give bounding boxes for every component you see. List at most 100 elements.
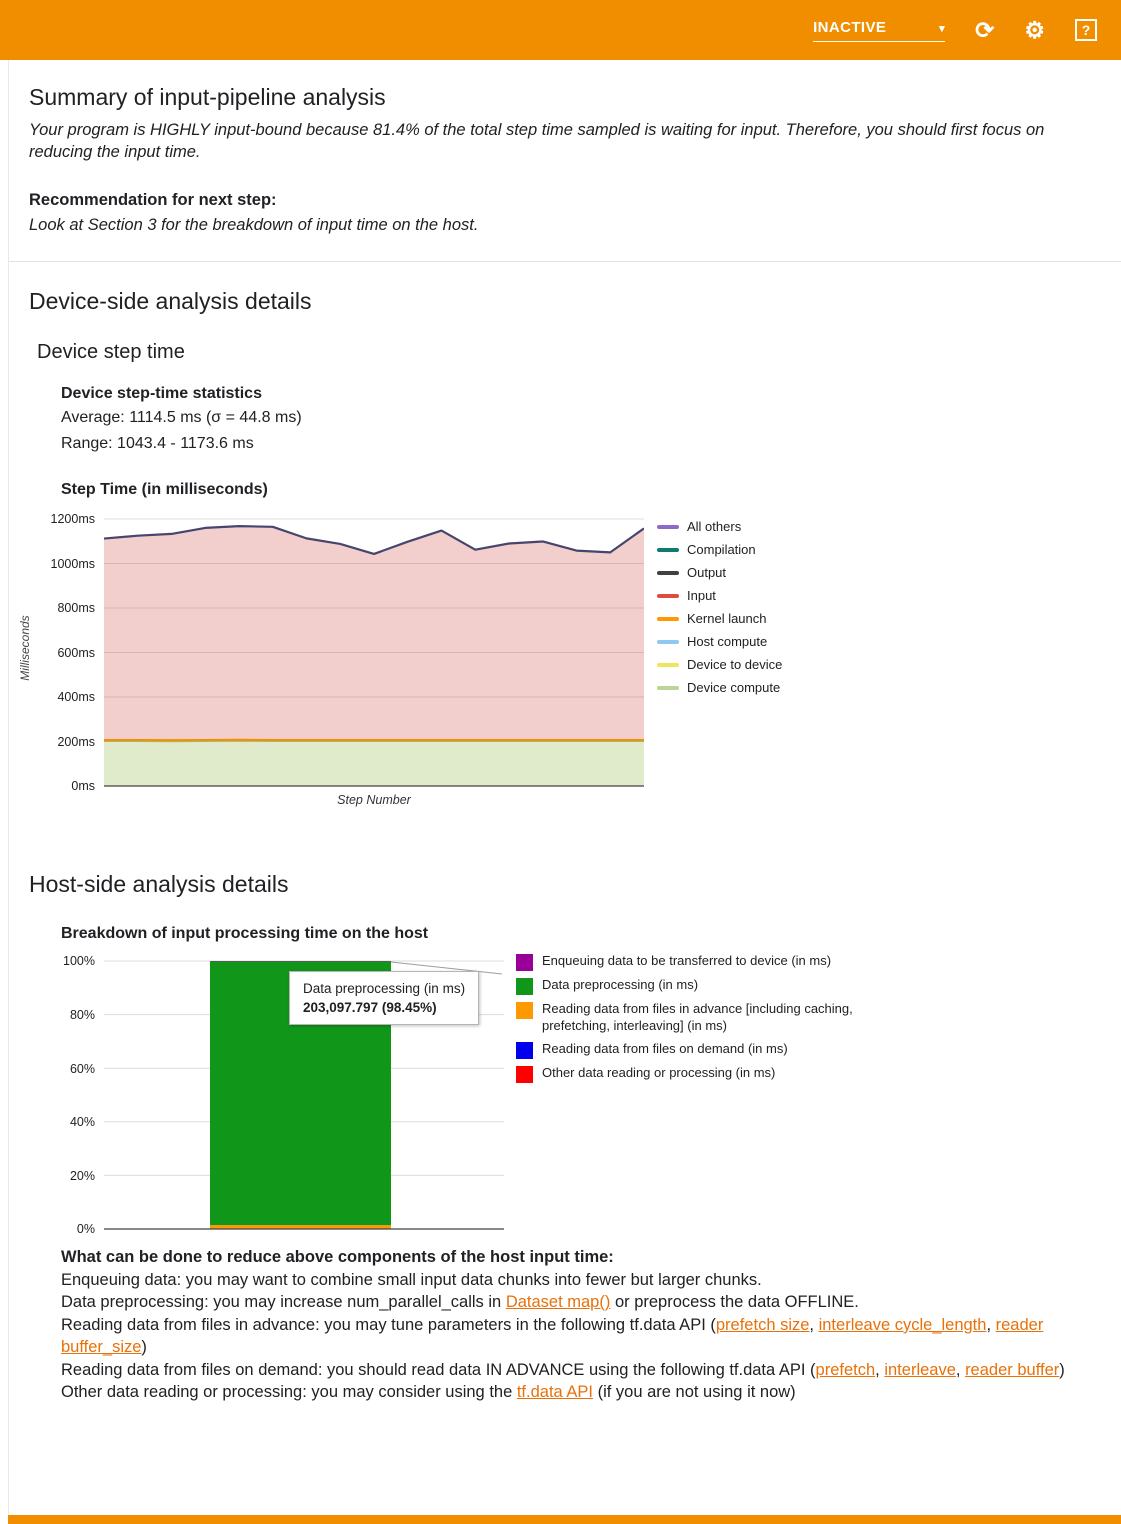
y-tick-label: 1000ms (39, 556, 95, 572)
legend-swatch (516, 1066, 533, 1083)
x-axis-title: Step Number (104, 793, 644, 807)
legend-label: Host compute (687, 634, 767, 649)
step-time-chart-heading: Step Time (in milliseconds) (61, 481, 1101, 499)
step-time-area-plot (104, 517, 644, 790)
legend-label: Device to device (687, 657, 782, 672)
legend-label: Kernel launch (687, 611, 767, 626)
doc-link[interactable]: prefetch (816, 1361, 876, 1379)
y-tick-label: 40% (61, 1114, 95, 1130)
device-step-time-title: Device step time (37, 341, 1101, 364)
advice-line: Data preprocessing: you may increase num… (61, 1291, 1076, 1313)
app-header: INACTIVE ▾ ⟳ ⚙ ? (0, 0, 1121, 60)
legend-label: Reading data from files in advance [incl… (542, 1001, 861, 1035)
device-side-title: Device-side analysis details (29, 288, 1101, 315)
legend-label: Other data reading or processing (in ms) (542, 1065, 775, 1082)
y-tick-label: 600ms (39, 645, 95, 661)
legend-label: Reading data from files on demand (in ms… (542, 1041, 788, 1058)
advice-line: Enqueuing data: you may want to combine … (61, 1269, 1076, 1291)
tooltip-value: 203,097.797 (98.45%) (303, 1000, 465, 1015)
device-stats-heading: Device step-time statistics (61, 385, 1101, 403)
y-tick-label: 100% (61, 953, 95, 969)
summary-title: Summary of input-pipeline analysis (29, 84, 1101, 111)
legend-item: Host compute (657, 634, 782, 649)
main-card: Summary of input-pipeline analysis Your … (8, 60, 1121, 1524)
legend-item: Device to device (657, 657, 782, 672)
doc-link[interactable]: Dataset map() (506, 1293, 611, 1311)
legend-swatch (657, 617, 679, 621)
legend-label: Device compute (687, 680, 780, 695)
y-tick-label: 0% (61, 1221, 95, 1237)
legend-item: Data preprocessing (in ms) (516, 977, 861, 995)
legend-swatch (657, 640, 679, 644)
legend-label: Output (687, 565, 726, 580)
host-side-section: Host-side analysis details Breakdown of … (9, 871, 1121, 1403)
legend-label: Compilation (687, 542, 756, 557)
legend-item: Kernel launch (657, 611, 782, 626)
status-label: INACTIVE (813, 19, 886, 36)
doc-link[interactable]: interleave cycle_length (819, 1316, 987, 1334)
status-dropdown[interactable]: INACTIVE ▾ (813, 19, 945, 42)
legend-item: Enqueuing data to be transferred to devi… (516, 953, 861, 971)
y-axis-tick-labels: 0%20%40%60%80%100% (61, 957, 95, 1242)
step-time-chart-legend: All others Compilation Output Input Kernel l… (657, 519, 782, 703)
legend-label: Enqueuing data to be transferred to devi… (542, 953, 831, 970)
help-icon[interactable]: ? (1075, 19, 1097, 41)
settings-gear-icon[interactable]: ⚙ (1024, 18, 1045, 42)
doc-link[interactable]: reader buffer (965, 1361, 1059, 1379)
y-tick-label: 60% (61, 1061, 95, 1077)
legend-swatch (516, 978, 533, 995)
bottom-bar (8, 1515, 1121, 1524)
legend-item: Device compute (657, 680, 782, 695)
legend-swatch (516, 954, 533, 971)
legend-swatch (516, 1042, 533, 1059)
y-tick-label: 800ms (39, 600, 95, 616)
y-tick-label: 1200ms (39, 511, 95, 527)
doc-link[interactable]: tf.data API (517, 1383, 593, 1401)
y-tick-label: 20% (61, 1168, 95, 1184)
legend-swatch (657, 594, 679, 598)
advice-lines: Enqueuing data: you may want to combine … (61, 1269, 1076, 1404)
advice-line: Reading data from files on demand: you s… (61, 1359, 1076, 1381)
legend-swatch (657, 663, 679, 667)
legend-label: All others (687, 519, 741, 534)
legend-item: Other data reading or processing (in ms) (516, 1065, 861, 1083)
device-stats-range: Range: 1043.4 - 1173.6 ms (61, 434, 1101, 455)
legend-swatch (657, 525, 679, 529)
y-axis-tick-labels: 0ms 200ms 400ms 600ms 800ms 1000ms 1200ms (39, 513, 95, 813)
y-tick-label: 400ms (39, 689, 95, 705)
caret-down-icon: ▾ (939, 22, 945, 36)
doc-link[interactable]: prefetch size (716, 1316, 810, 1334)
y-tick-label: 80% (61, 1007, 95, 1023)
legend-swatch (657, 571, 679, 575)
chart-tooltip: Data preprocessing (in ms) 203,097.797 (… (289, 971, 479, 1025)
legend-swatch (516, 1002, 533, 1019)
device-side-section: Device-side analysis details Device step… (9, 262, 1121, 814)
legend-item: Reading data from files on demand (in ms… (516, 1041, 861, 1059)
host-breakdown-chart-heading: Breakdown of input processing time on th… (61, 925, 1101, 943)
summary-analysis-text: Your program is HIGHLY input-bound becau… (29, 120, 1059, 164)
legend-item: All others (657, 519, 782, 534)
legend-swatch (657, 548, 679, 552)
advice-heading: What can be done to reduce above compone… (61, 1246, 1076, 1268)
legend-item: Compilation (657, 542, 782, 557)
legend-item: Reading data from files in advance [incl… (516, 1001, 861, 1035)
y-tick-label: 200ms (39, 734, 95, 750)
y-tick-label: 0ms (39, 778, 95, 794)
y-axis-title: Milliseconds (18, 598, 32, 698)
recommendation-text: Look at Section 3 for the breakdown of i… (29, 216, 1101, 235)
legend-label: Input (687, 588, 716, 603)
host-breakdown-chart: 0%20%40%60%80%100% Data preprocessing (i… (61, 957, 1101, 1242)
host-side-title: Host-side analysis details (29, 871, 1101, 898)
refresh-icon[interactable]: ⟳ (975, 18, 994, 42)
advice-line: Reading data from files in advance: you … (61, 1314, 1076, 1359)
host-breakdown-chart-legend: Enqueuing data to be transferred to devi… (516, 953, 861, 1089)
doc-link[interactable]: interleave (884, 1361, 956, 1379)
tooltip-series-name: Data preprocessing (in ms) (303, 981, 465, 996)
summary-section: Summary of input-pipeline analysis Your … (9, 60, 1121, 235)
legend-swatch (657, 686, 679, 690)
recommendation-label: Recommendation for next step: (29, 191, 1101, 210)
legend-label: Data preprocessing (in ms) (542, 977, 698, 994)
advice-line: Other data reading or processing: you ma… (61, 1381, 1076, 1403)
